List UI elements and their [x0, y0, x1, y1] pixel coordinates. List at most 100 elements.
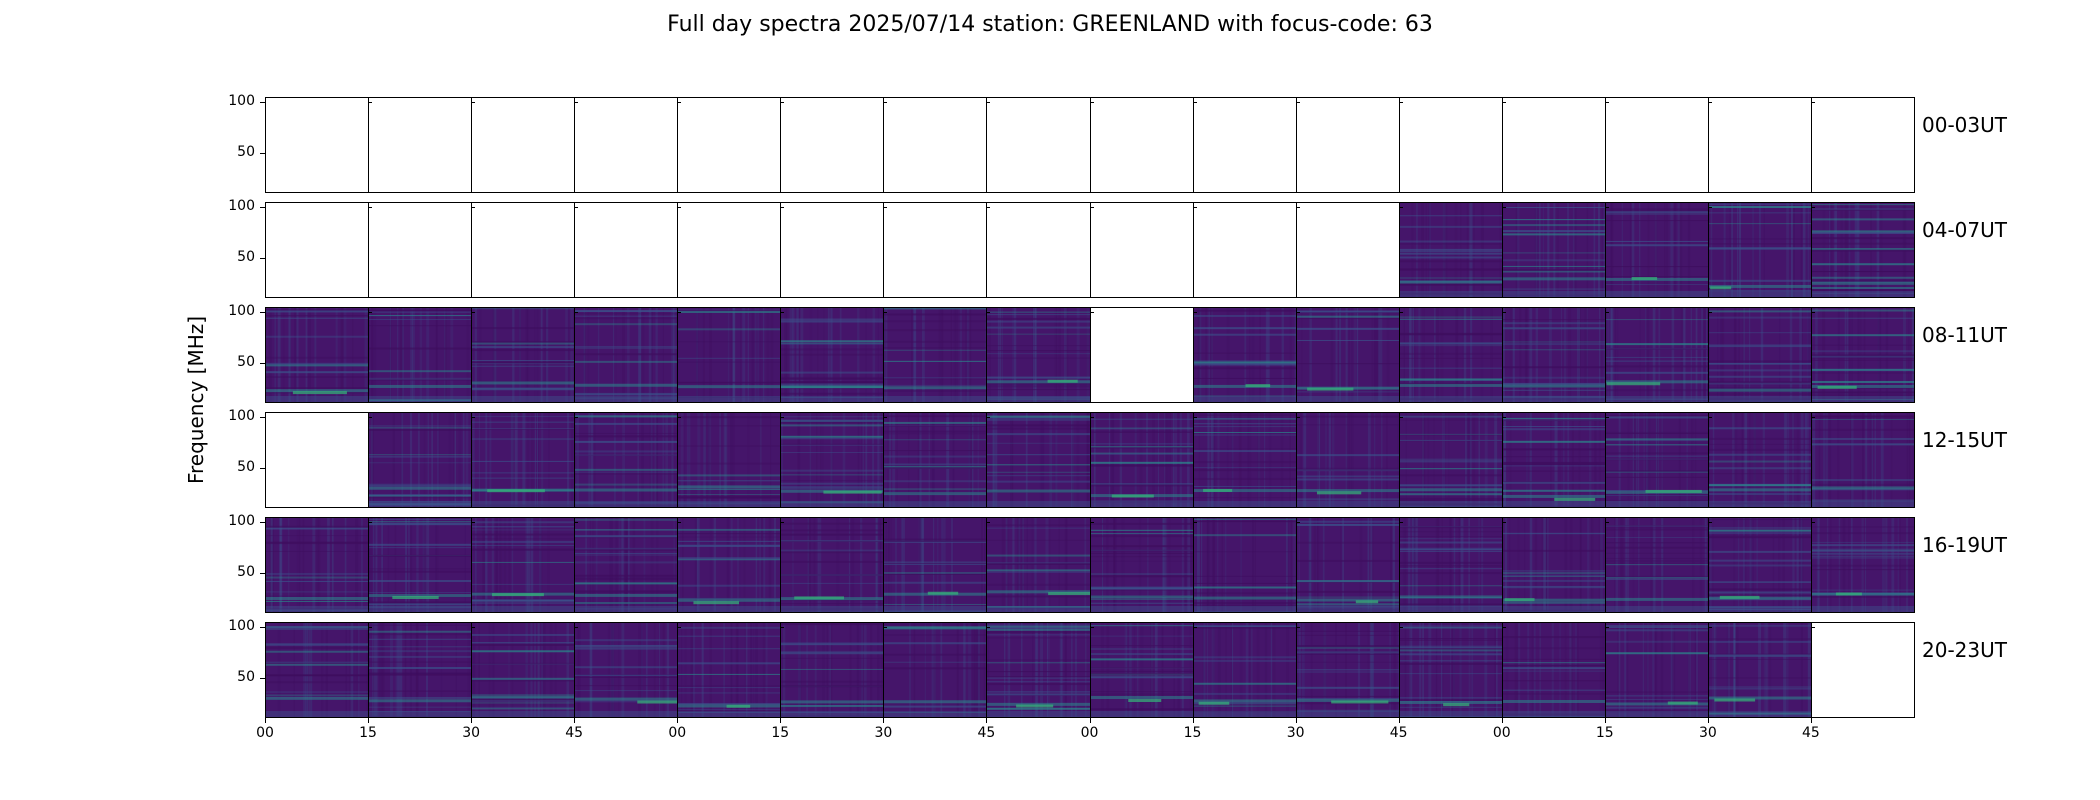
interference-line	[369, 503, 471, 506]
interference-line	[678, 488, 780, 490]
panel-tick-mark	[986, 312, 990, 314]
noise-streak	[1635, 413, 1638, 507]
interference-line	[369, 661, 471, 663]
interference-line	[884, 626, 986, 629]
noise-streak	[678, 518, 680, 612]
interference-line	[1709, 397, 1811, 400]
noise-streak	[992, 413, 995, 507]
noise-streak	[1656, 413, 1659, 507]
noise-streak	[409, 413, 413, 507]
panel-tick-mark	[677, 417, 681, 419]
noise-streak	[534, 623, 536, 717]
noise-streak	[371, 413, 374, 507]
interference-line	[1400, 536, 1502, 538]
noise-streak	[1564, 518, 1568, 612]
interference-line	[1400, 342, 1502, 345]
interference-line	[369, 673, 471, 676]
noise-streak	[1086, 308, 1090, 402]
spectrum-panel	[1399, 622, 1503, 718]
noise-streak	[836, 518, 840, 612]
noise-streak	[1050, 413, 1053, 507]
interference-line	[1400, 367, 1502, 369]
interference-line	[1194, 434, 1296, 436]
y-tick-label: 50	[237, 668, 255, 685]
interference-line	[575, 647, 677, 650]
noise-streak	[1163, 413, 1166, 507]
noise-streak	[857, 308, 860, 402]
interference-line	[266, 310, 368, 313]
noise-streak	[1733, 518, 1736, 612]
noise-streak	[1804, 413, 1808, 507]
noise-streak	[1796, 518, 1800, 612]
interference-line	[678, 662, 780, 665]
spectrum-panel	[265, 517, 369, 613]
interference-line	[1606, 438, 1708, 441]
noise-floor	[1297, 606, 1399, 612]
x-tick-label: 00	[668, 725, 687, 741]
noise-streak	[1408, 308, 1412, 402]
interference-line	[1194, 602, 1296, 605]
interference-line	[987, 464, 1090, 466]
noise-streak	[270, 518, 273, 612]
noise-streak	[1412, 518, 1415, 612]
noise-streak	[981, 518, 983, 612]
interference-line	[1709, 448, 1811, 451]
interference-line	[1812, 231, 1914, 234]
noise-streak	[703, 413, 707, 507]
noise-streak	[876, 518, 878, 612]
x-tick-label: 00	[1080, 725, 1099, 741]
noise-streak	[1758, 623, 1762, 717]
interference-line	[1709, 654, 1811, 657]
noise-streak	[1025, 413, 1028, 507]
interference-line	[1812, 263, 1914, 266]
noise-streak	[934, 623, 936, 717]
interference-line	[1812, 208, 1914, 211]
interference-line	[1812, 479, 1914, 482]
noise-floor	[575, 501, 677, 507]
interference-line	[1606, 266, 1708, 268]
noise-streak	[1012, 518, 1015, 612]
interference-line	[1400, 415, 1502, 418]
noise-streak	[1587, 518, 1590, 612]
x-tick-mark	[368, 718, 370, 723]
noise-streak	[1654, 203, 1657, 297]
interference-line	[1606, 494, 1708, 496]
interference-line	[1091, 586, 1193, 588]
interference-line	[575, 700, 677, 703]
spectrogram-texture	[1503, 308, 1605, 402]
noise-streak	[1138, 518, 1142, 612]
noise-streak	[729, 413, 733, 507]
low-frequency-band	[369, 699, 471, 703]
noise-streak	[1509, 518, 1511, 612]
interference-line	[1606, 640, 1708, 643]
noise-streak	[984, 308, 986, 402]
interference-line	[472, 363, 574, 365]
noise-streak	[1469, 413, 1472, 507]
interference-line	[987, 625, 1090, 628]
noise-streak	[1133, 623, 1136, 717]
noise-streak	[684, 623, 687, 717]
noise-streak	[1851, 518, 1853, 612]
interference-line	[1812, 204, 1914, 206]
noise-streak	[1660, 623, 1664, 717]
noise-streak	[809, 308, 813, 402]
interference-line	[1297, 580, 1399, 582]
interference-line	[266, 643, 368, 646]
interference-line	[678, 559, 780, 561]
panel-tick-mark	[1811, 522, 1815, 524]
interference-line	[1297, 651, 1399, 654]
interference-line	[1091, 464, 1193, 467]
noise-streak	[1733, 623, 1736, 717]
interference-line	[781, 443, 883, 445]
interference-line	[781, 529, 883, 532]
noise-streak	[918, 518, 921, 612]
interference-line	[1606, 360, 1708, 362]
interference-line	[575, 315, 677, 317]
noise-streak	[1238, 413, 1242, 507]
interference-line	[1194, 592, 1296, 595]
interference-line	[1400, 484, 1502, 487]
noise-streak	[1212, 518, 1215, 612]
interference-line	[781, 342, 883, 345]
noise-streak	[1560, 308, 1562, 402]
noise-floor	[1812, 606, 1914, 612]
